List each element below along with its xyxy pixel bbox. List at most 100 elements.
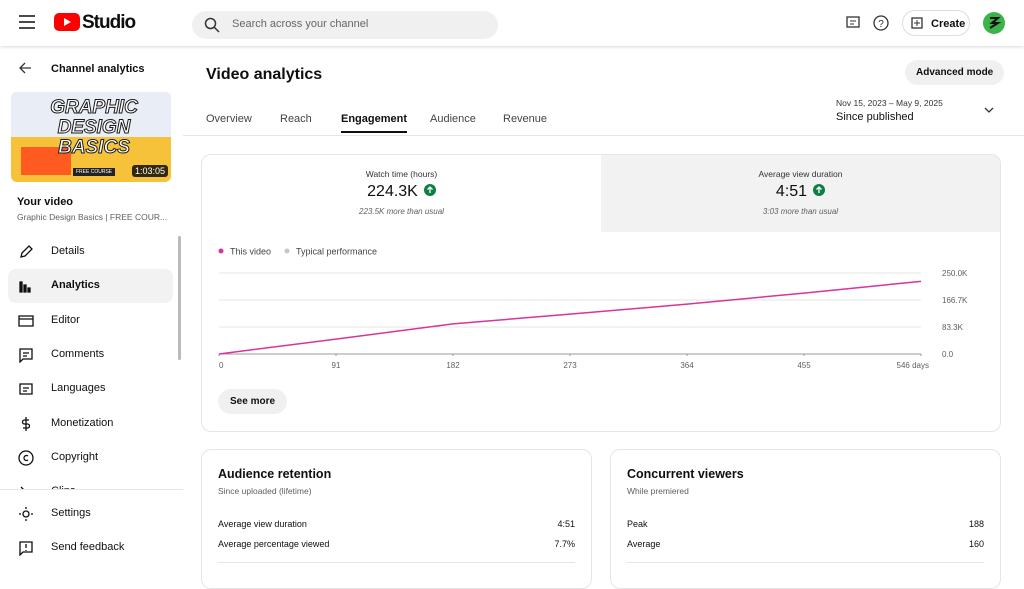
nav-item[interactable]: Send feedback: [8, 531, 173, 565]
tab[interactable]: Overview: [206, 113, 252, 125]
nav-label: Copyright: [51, 450, 99, 463]
back-label[interactable]: Channel analytics: [51, 63, 145, 75]
x-tick-label: 364: [680, 361, 694, 370]
nav-item[interactable]: Copyright: [8, 441, 173, 475]
thumbnail-shape: [21, 147, 71, 175]
row-value: 4:51: [557, 519, 575, 529]
nav-item[interactable]: Comments: [8, 338, 173, 372]
x-tick-label: 0: [219, 361, 224, 370]
nav-icon: [19, 281, 31, 293]
nav-label: Details: [51, 245, 85, 257]
thumbnail-bg: [11, 92, 171, 137]
nav-label: Clips: [51, 485, 75, 489]
up-icon: [813, 184, 826, 196]
duration: 1:03:05: [132, 165, 169, 177]
create-button[interactable]: Create: [902, 10, 970, 36]
metric-label: Average view duration: [758, 169, 843, 179]
icon-path: [20, 486, 24, 490]
engagement-card: Watch time (hours) 224.3K 223.5K more than…: [201, 154, 1001, 432]
icon-path: [18, 314, 34, 327]
main-header: Video analytics Advanced mode Overview Re…: [183, 46, 1024, 136]
summary-card: Concurrent viewers While premiered Peak 188…: [610, 449, 1001, 589]
nav-item[interactable]: Settings: [8, 497, 173, 531]
nav-label: Comments: [51, 347, 105, 360]
x-tick-label: 273: [563, 361, 577, 370]
metric-value: 4:51: [775, 183, 808, 200]
nav-icon: [18, 450, 34, 466]
nav-label: Analytics: [51, 279, 100, 292]
nav-icon: [19, 348, 33, 363]
tab[interactable]: Engagement: [341, 113, 408, 133]
feedback-icon[interactable]: [846, 16, 860, 30]
search-placeholder: Search across your channel: [232, 18, 369, 30]
logo-text[interactable]: Studio: [82, 12, 136, 33]
video-title: Graphic Design Basics | FREE COUR...: [17, 212, 168, 222]
row-divider: [627, 562, 984, 563]
row-label: Peak: [627, 519, 648, 529]
date-range[interactable]: Nov 15, 2023 – May 9, 2025: [836, 98, 943, 108]
metric-value-row: 224.3K: [202, 183, 601, 201]
nav-icon: [19, 541, 33, 556]
card-title: Audience retention: [218, 467, 332, 481]
row-label: Average percentage viewed: [218, 539, 330, 549]
legend-dot: [284, 248, 290, 254]
tab[interactable]: Reach: [280, 113, 312, 125]
nav-item[interactable]: Details: [8, 235, 173, 269]
back-icon[interactable]: [18, 62, 32, 74]
thumbnail-line: GRAPHIC: [50, 97, 139, 118]
nav-item[interactable]: Clips: [8, 475, 173, 490]
nav-icon: [18, 314, 34, 327]
row-value: 7.7%: [554, 539, 575, 549]
tab[interactable]: Revenue: [503, 113, 548, 125]
nav-label: Send feedback: [51, 541, 125, 553]
metric-tab-bg: [601, 155, 1000, 232]
row-value: 188: [968, 519, 984, 529]
icon-path: [19, 507, 33, 521]
nav-label: Editor: [51, 313, 80, 326]
row-divider: [218, 562, 575, 563]
tab[interactable]: Audience: [430, 113, 476, 125]
row-value: 160: [968, 539, 984, 549]
avatar[interactable]: [983, 12, 1005, 34]
nav-icon: [20, 245, 33, 258]
nav-label: Languages: [51, 382, 106, 395]
page-title: Video analytics: [206, 66, 323, 83]
thumbnail-title: GRAPHIC DESIGN BASICS: [39, 97, 149, 158]
metric-value: 224.3K: [367, 183, 418, 200]
nav-item[interactable]: Monetization: [8, 407, 173, 441]
metric[interactable]: Watch time (hours) 224.3K 223.5K more than…: [202, 155, 601, 232]
thumbnail-line: DESIGN: [57, 117, 131, 138]
x-tick-label: 546 days: [897, 361, 929, 370]
chart: This video Typical performance 0.0 83.3K 166…: [218, 247, 968, 370]
legend-label: Typical performance: [296, 247, 377, 257]
metric-label: Watch time (hours): [365, 169, 438, 179]
card-subtitle: While premiered: [627, 486, 689, 496]
nav-item[interactable]: Languages: [8, 372, 173, 406]
metric[interactable]: Average view duration 4:51 3:03 more than …: [601, 155, 1000, 232]
nav-icon: [19, 507, 33, 521]
x-tick-label: 91: [332, 361, 341, 370]
icon-path: [19, 281, 31, 293]
y-tick-label: 250.0K: [942, 269, 968, 278]
nav-item[interactable]: Analytics: [8, 269, 173, 304]
card-subtitle: Since uploaded (lifetime): [218, 486, 312, 496]
y-tick-label: 83.3K: [942, 323, 964, 332]
menu-icon[interactable]: [19, 15, 35, 29]
see-more-button[interactable]: See more: [218, 389, 288, 414]
logo-icon[interactable]: [54, 13, 80, 31]
advanced-mode-button[interactable]: Advanced mode: [905, 60, 1005, 85]
dropdown-icon[interactable]: [984, 107, 994, 114]
icon-path: [19, 541, 33, 556]
period[interactable]: Since published: [836, 111, 914, 123]
help-icon[interactable]: ?: [873, 15, 889, 31]
metric-value-row: 4:51: [601, 183, 1000, 201]
nav-item[interactable]: Editor: [8, 304, 173, 338]
sidebar: Channel analytics GRAPHIC DESIGN BASICS …: [0, 46, 183, 571]
page: Studio Search across your channel ? Crea…: [0, 10, 1024, 589]
series-line: [218, 280, 922, 355]
icon-path: [18, 450, 34, 466]
search-box[interactable]: Search across your channel: [192, 11, 498, 39]
thumbnail[interactable]: GRAPHIC DESIGN BASICS FREE COURSE 1:03:0…: [11, 92, 171, 182]
summary-card: Audience retention Since uploaded (lifeti…: [201, 449, 592, 589]
y-tick-label: 0.0: [942, 350, 954, 359]
